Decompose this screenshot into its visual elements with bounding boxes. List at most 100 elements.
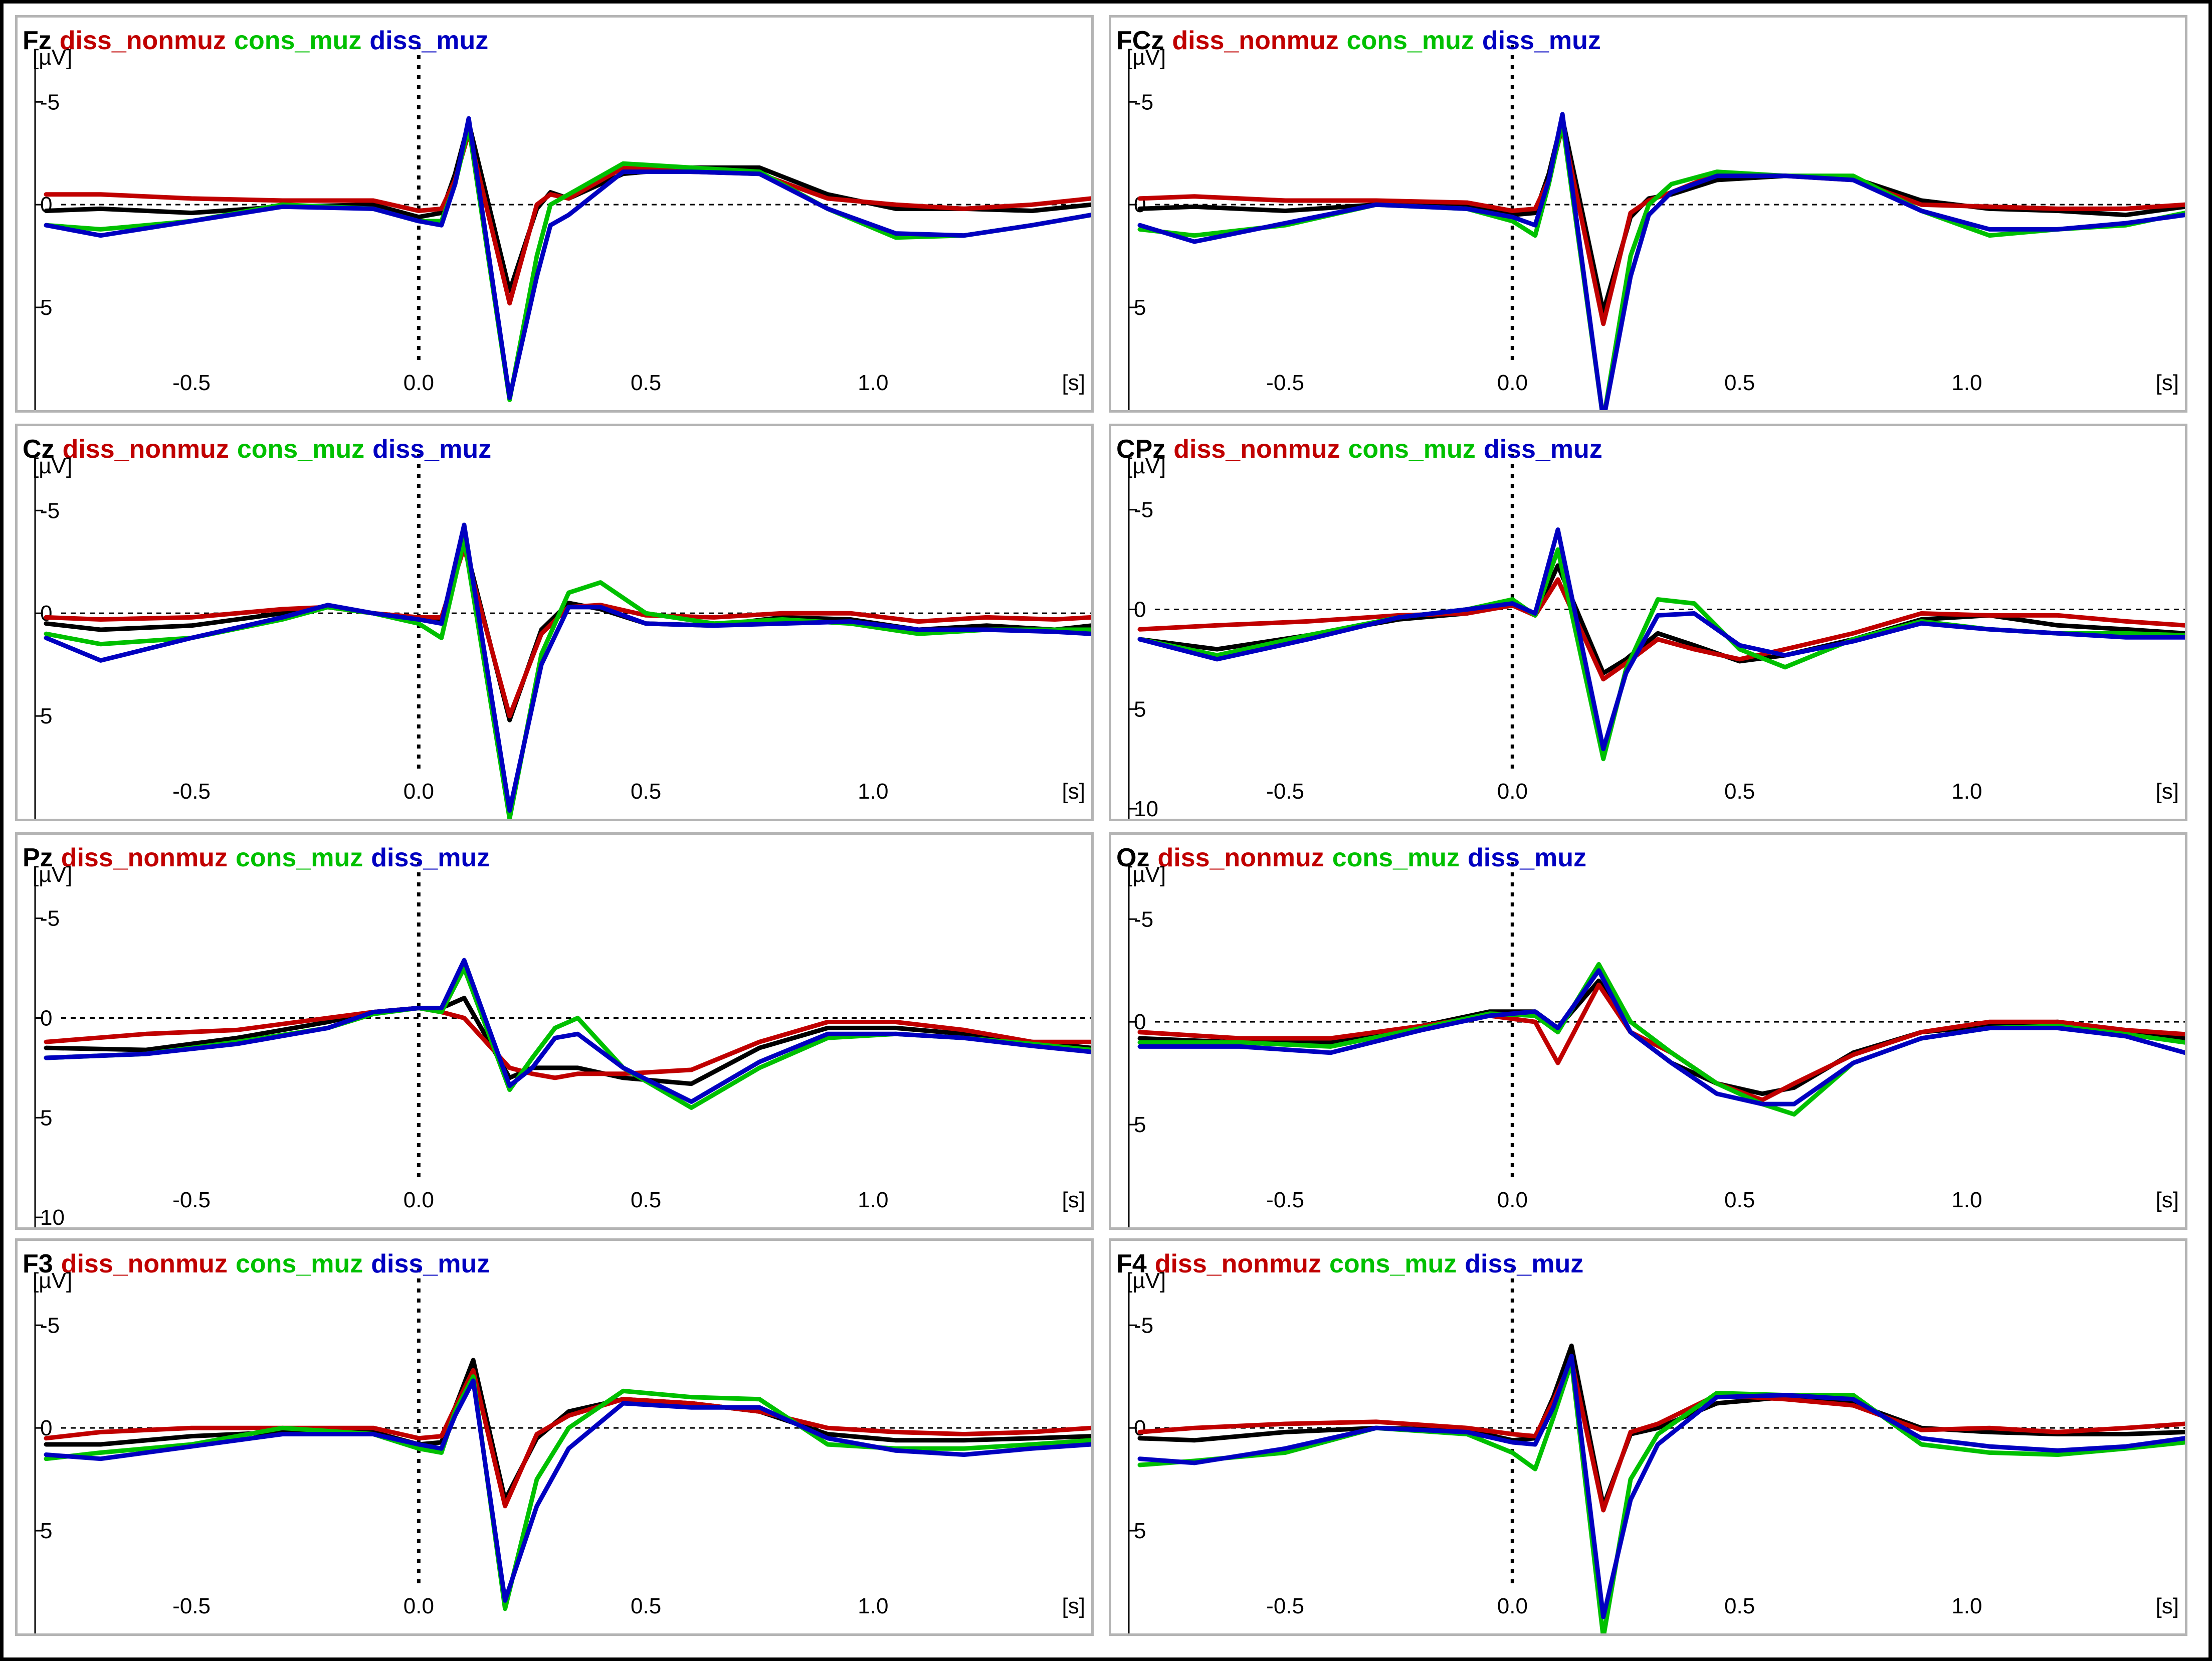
y-tick-label: 0 (40, 193, 52, 217)
chart-panel-fcz: -5 0 5 -0.5 0.0 0.5 1.0 [s] FCz diss_nonmuz cons_m… (1109, 15, 2187, 413)
y-tick-label: 5 (40, 1105, 52, 1130)
x-tick-label: 0.0 (1497, 779, 1528, 804)
x-unit-label: [s] (1062, 1594, 1085, 1618)
x-tick-label: 0.5 (631, 1594, 661, 1618)
x-tick-label: 0.5 (631, 371, 661, 395)
x-tick-label: 0.0 (404, 1188, 434, 1212)
legend-entry-cons_muz: cons_muz (1346, 26, 1474, 55)
legend-entry-diss_muz: diss_muz (369, 26, 489, 55)
y-tick-label: -5 (1134, 1313, 1153, 1338)
channel-title: Pz (23, 843, 53, 872)
panel-header: F3 diss_nonmuz cons_muz diss_muz (23, 1251, 498, 1277)
y-tick-label: 5 (1134, 1519, 1146, 1543)
y-tick-label: 5 (40, 1519, 52, 1543)
chart-panel-f4: -5 0 5 -0.5 0.0 0.5 1.0 [s] F4 diss_nonmuz cons_mu… (1109, 1238, 2187, 1636)
channel-title: FCz (1116, 26, 1164, 55)
y-unit-label: [µV] (33, 45, 73, 70)
panel-header: FCz diss_nonmuz cons_muz diss_muz (1116, 28, 1609, 54)
x-tick-label: 1.0 (858, 1594, 888, 1618)
legend-entry-cons_muz: cons_muz (235, 1249, 363, 1278)
x-tick-label: 1.0 (858, 779, 888, 804)
y-tick-label: 5 (1134, 295, 1146, 320)
x-tick-label: 0.5 (1724, 1594, 1755, 1618)
x-tick-label: -0.5 (1266, 1594, 1304, 1618)
series-line-cons_muz (1137, 1360, 2185, 1633)
legend-entry-diss_muz: diss_muz (372, 435, 492, 464)
channel-title: CPz (1116, 435, 1166, 464)
series-line-cons_muz (44, 537, 1091, 819)
channel-title: F4 (1116, 1249, 1147, 1278)
x-unit-label: [s] (1062, 371, 1085, 395)
chart-svg: -5 0 5 10 -0.5 0.0 0.5 1.0 [s] (1128, 454, 2185, 819)
chart-panel-oz: -5 0 5 -0.5 0.0 0.5 1.0 [s] Oz diss_nonmuz cons_mu… (1109, 832, 2187, 1230)
x-unit-label: [s] (2156, 1594, 2179, 1618)
legend-entry-diss_muz: diss_muz (1482, 26, 1601, 55)
legend-entry-cons_muz: cons_muz (1332, 843, 1460, 872)
series-line-diss_muz (1137, 112, 2185, 410)
legend-entry-diss_muz: diss_muz (1483, 435, 1602, 464)
chart-svg: -505-0.5 0.0 0.5 1.0 [s] (34, 454, 1091, 819)
chart-svg: -5 0 5 10 -0.5 0.0 0.5 1.0 [s] (34, 862, 1091, 1227)
legend-entry-diss_nonmuz: diss_nonmuz (1173, 435, 1340, 464)
panel-header: Pz diss_nonmuz cons_muz diss_muz (23, 845, 498, 871)
panel-header: Oz diss_nonmuz cons_muz diss_muz (1116, 845, 1594, 871)
legend-entry-diss_muz: diss_muz (371, 1249, 490, 1278)
x-tick-label: 0.5 (1724, 1188, 1755, 1212)
series-line-diss_muz (1137, 1354, 2185, 1619)
x-tick-label: 1.0 (1951, 1188, 1982, 1212)
chart-panel-cz: -5 0 5 -0.5 0.0 0.5 1.0 [s] Cz diss_nonmuz cons_mu… (15, 424, 1094, 821)
x-tick-label: 1.0 (1951, 779, 1982, 804)
legend-entry-diss_nonmuz: diss_nonmuz (59, 26, 227, 55)
x-tick-label: -0.5 (1266, 1188, 1304, 1212)
legend-entry-cons_muz: cons_muz (1329, 1249, 1457, 1278)
x-tick-label: 0.0 (1497, 371, 1528, 395)
legend-entry-diss_muz: diss_muz (371, 843, 490, 872)
y-unit-label: [µV] (1126, 862, 1166, 887)
y-tick-label: -5 (40, 498, 60, 523)
series-line-diss_nonmuz (44, 130, 1091, 306)
x-unit-label: [s] (2156, 371, 2179, 395)
chart-panel-pz: -5 0 5 10 -0.5 0.0 0.5 1.0 [s] Pz diss_nonmuz cons_… (15, 832, 1094, 1230)
y-unit-label: [µV] (1126, 454, 1166, 478)
chart-panel-cpz: -5 0 5 10 -0.5 0.0 0.5 1.0 [s] CPz diss_nonmuz cons… (1109, 424, 2187, 821)
x-tick-label: 0.5 (1724, 371, 1755, 395)
legend-entry-cons_muz: cons_muz (237, 435, 365, 464)
y-tick-label: 5 (40, 704, 52, 728)
x-tick-label: 0.0 (404, 1594, 434, 1618)
legend-entry-diss_nonmuz: diss_nonmuz (61, 1249, 228, 1278)
series-line-unnamed (1137, 116, 2185, 314)
chart-panel-fz: -5 0 5 -0.5 0.0 0.5 1.0 [s] Fz diss_nonmuz cons_mu… (15, 15, 1094, 413)
chart-svg: -505-0.5 0.0 0.5 1.0 [s] (1128, 1268, 2185, 1633)
y-tick-label: -5 (40, 1313, 60, 1338)
series-line-diss_nonmuz (1137, 124, 2185, 326)
chart-svg: -505-0.5 0.0 0.5 1.0 [s] (1128, 45, 2185, 410)
series-line-unnamed (1137, 563, 2185, 676)
y-tick-label: 5 (1134, 1113, 1146, 1137)
x-unit-label: [s] (1062, 779, 1085, 804)
x-unit-label: [s] (2156, 779, 2179, 804)
legend-entry-diss_muz: diss_muz (1465, 1249, 1584, 1278)
series-line-diss_nonmuz (1137, 1358, 2185, 1513)
y-tick-label: 10 (1134, 797, 1158, 819)
series-line-diss_nonmuz (44, 1006, 1091, 1080)
legend-entry-diss_nonmuz: diss_nonmuz (62, 435, 229, 464)
channel-title: Cz (23, 435, 55, 464)
legend-entry-diss_nonmuz: diss_nonmuz (61, 843, 228, 872)
series-line-cons_muz (44, 124, 1091, 402)
chart-svg: -505-0.5 0.0 0.5 1.0 [s] (34, 1268, 1091, 1633)
channel-title: Oz (1116, 843, 1150, 872)
x-unit-label: [s] (2156, 1188, 2179, 1212)
panel-header: Fz diss_nonmuz cons_muz diss_muz (23, 28, 496, 54)
legend-entry-diss_muz: diss_muz (1468, 843, 1586, 872)
y-tick-label: 5 (40, 295, 52, 320)
series-line-diss_muz (44, 958, 1091, 1104)
y-unit-label: [µV] (1126, 1268, 1166, 1293)
y-tick-label: -5 (1134, 498, 1153, 522)
channel-title: F3 (23, 1249, 53, 1278)
y-tick-label: 10 (40, 1205, 65, 1227)
x-tick-label: 1.0 (858, 371, 888, 395)
x-tick-label: 1.0 (858, 1188, 888, 1212)
x-tick-label: -0.5 (172, 779, 211, 804)
x-tick-label: 0.0 (404, 779, 434, 804)
